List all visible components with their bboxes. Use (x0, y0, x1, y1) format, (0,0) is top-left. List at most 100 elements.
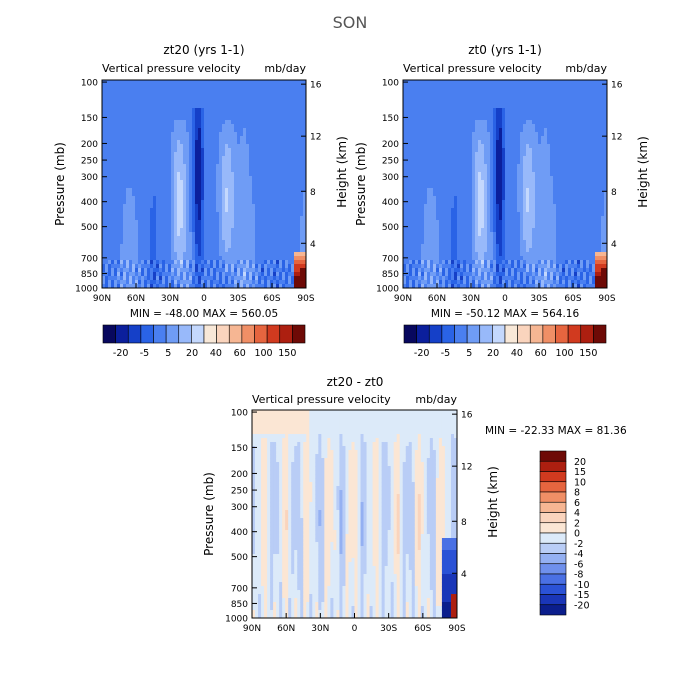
heatmap-cell (231, 216, 235, 221)
heatmap-cell (276, 108, 280, 113)
heatmap-cell (228, 144, 232, 149)
heatmap-cell (418, 180, 422, 185)
heatmap-cell (234, 244, 238, 249)
heatmap-cell (225, 132, 229, 137)
heatmap-cell (415, 112, 419, 117)
heatmap-cell (207, 232, 211, 237)
heatmap-cell (246, 112, 250, 117)
heatmap-cell (264, 228, 268, 233)
heatmap-cell (469, 96, 473, 101)
heatmap-cell (204, 164, 208, 169)
heatmap-cell (415, 212, 419, 217)
heatmap-cell (123, 84, 127, 89)
heatmap-cell (141, 136, 145, 141)
heatmap-cell (108, 140, 112, 145)
heatmap-cell (189, 136, 193, 141)
heatmap-cell (147, 256, 151, 261)
heatmap-cell (454, 172, 458, 177)
heatmap-cell (246, 264, 250, 269)
heatmap-cell (120, 80, 124, 85)
heatmap-cell (463, 140, 467, 145)
heatmap-cell (285, 124, 289, 129)
heatmap-cell (297, 180, 301, 185)
heatmap-cell (481, 108, 485, 113)
heatmap-cell (123, 164, 127, 169)
colorbar-swatch (216, 324, 230, 344)
heatmap-cell (403, 276, 407, 281)
heatmap-cell (171, 168, 175, 173)
heatmap-cell (267, 192, 271, 197)
heatmap-cell (117, 196, 121, 201)
heatmap-cell (108, 116, 112, 121)
heatmap-cell (406, 120, 410, 125)
heatmap-cell (183, 204, 187, 209)
heatmap-cell (210, 232, 214, 237)
heatmap-cell (183, 124, 187, 129)
heatmap-cell (478, 188, 482, 193)
heatmap-cell (219, 88, 223, 93)
heatmap-cell (183, 252, 187, 257)
heatmap-cell (234, 140, 238, 145)
heatmap-cell (424, 108, 428, 113)
heatmap-cell (246, 276, 250, 281)
heatmap-cell (448, 88, 452, 93)
heatmap-cell (102, 236, 106, 241)
heatmap-cell (126, 204, 130, 209)
heatmap-cell (207, 112, 211, 117)
heatmap-cell (448, 244, 452, 249)
heatmap-cell (201, 244, 205, 249)
heatmap-cell (171, 260, 175, 265)
heatmap-cell (177, 196, 181, 201)
heatmap-cell (141, 144, 145, 149)
heatmap-cell (102, 176, 106, 181)
heatmap-cell (427, 140, 431, 145)
heatmap-cell (481, 92, 485, 97)
heatmap-cell (246, 148, 250, 153)
heatmap-cell (117, 200, 121, 205)
heatmap-cell (261, 116, 265, 121)
heatmap-cell (267, 252, 271, 257)
heatmap-cell (297, 204, 301, 209)
heatmap-cell (156, 116, 160, 121)
heatmap-cell (108, 184, 112, 189)
heatmap-cell (162, 148, 166, 153)
heatmap-cell (126, 224, 130, 229)
heatmap-cell (445, 284, 449, 289)
heatmap-cell (463, 136, 467, 141)
heatmap-cell (198, 128, 202, 133)
heatmap-cell (297, 104, 301, 109)
heatmap-cell (255, 280, 259, 285)
heatmap-cell (252, 248, 256, 253)
heatmap-cell (192, 208, 196, 213)
heatmap-cell (150, 172, 154, 177)
heatmap-cell (246, 200, 250, 205)
heatmap-cell (216, 276, 220, 281)
heatmap-cell (427, 116, 431, 121)
heatmap-cell (240, 264, 244, 269)
heatmap-cell (303, 164, 307, 169)
heatmap-cell (409, 276, 413, 281)
heatmap-cell (210, 272, 214, 277)
heatmap-cell (162, 272, 166, 277)
heatmap-cell (192, 272, 196, 277)
heatmap-cell (463, 256, 467, 261)
heatmap-cell (165, 120, 169, 125)
heatmap-cell (198, 276, 202, 281)
heatmap-cell (105, 104, 109, 109)
heatmap-cell (240, 172, 244, 177)
heatmap-cell (297, 112, 301, 117)
heatmap-cell (189, 160, 193, 165)
heatmap-cell (430, 188, 434, 193)
heatmap-cell (120, 144, 124, 149)
heatmap-cell (270, 188, 274, 193)
heatmap-cell (463, 172, 467, 177)
heatmap-cell (162, 248, 166, 253)
heatmap-cell (117, 228, 121, 233)
heatmap-cell (159, 156, 163, 161)
heatmap-cell (213, 92, 217, 97)
heatmap-cell (156, 176, 160, 181)
heatmap-cell (186, 180, 190, 185)
heatmap-cell (258, 128, 262, 133)
heatmap-cell (132, 168, 136, 173)
heatmap-cell (171, 232, 175, 237)
